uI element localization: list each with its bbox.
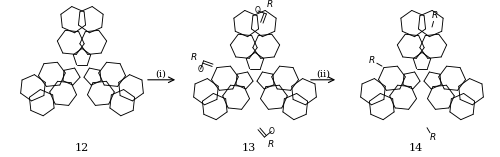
Text: R: R	[368, 56, 374, 65]
Text: R: R	[268, 140, 274, 149]
Text: (ii): (ii)	[316, 69, 330, 78]
Text: 13: 13	[242, 143, 256, 153]
Text: R: R	[266, 0, 273, 9]
Text: R: R	[432, 11, 438, 20]
Text: 12: 12	[75, 143, 89, 153]
Text: O: O	[198, 65, 203, 74]
Text: 14: 14	[409, 143, 423, 153]
Text: R: R	[430, 133, 436, 142]
Text: O: O	[268, 127, 274, 136]
Text: (i): (i)	[156, 69, 166, 78]
Text: O: O	[255, 6, 261, 15]
Text: R: R	[191, 53, 198, 62]
